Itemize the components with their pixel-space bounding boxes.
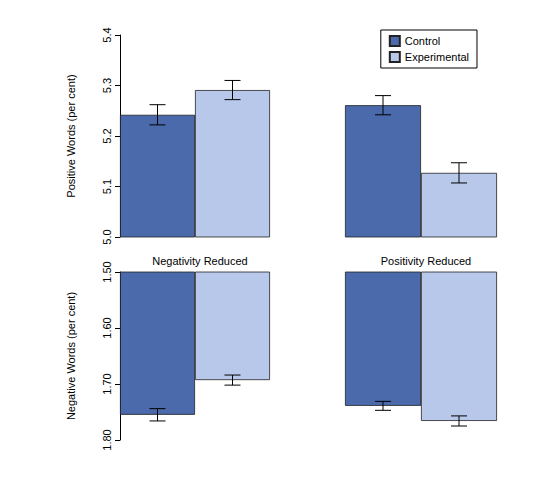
- svg-text:5.3: 5.3: [101, 78, 113, 93]
- svg-text:5.2: 5.2: [101, 128, 113, 143]
- svg-text:1.70: 1.70: [101, 373, 113, 394]
- svg-text:Positive Words (per cent): Positive Words (per cent): [65, 74, 77, 197]
- svg-text:1.50: 1.50: [101, 261, 113, 282]
- svg-text:Positivity Reduced: Positivity Reduced: [381, 255, 472, 267]
- svg-text:Control: Control: [405, 35, 440, 47]
- svg-text:5.1: 5.1: [101, 179, 113, 194]
- svg-text:1.60: 1.60: [101, 317, 113, 338]
- svg-text:1.80: 1.80: [101, 429, 113, 450]
- svg-text:Negativity Reduced: Negativity Reduced: [152, 255, 247, 267]
- svg-text:5.0: 5.0: [101, 229, 113, 244]
- svg-text:Negative Words (per cent): Negative Words (per cent): [65, 292, 77, 420]
- svg-text:5.4: 5.4: [101, 27, 113, 42]
- svg-text:Experimental: Experimental: [405, 51, 469, 63]
